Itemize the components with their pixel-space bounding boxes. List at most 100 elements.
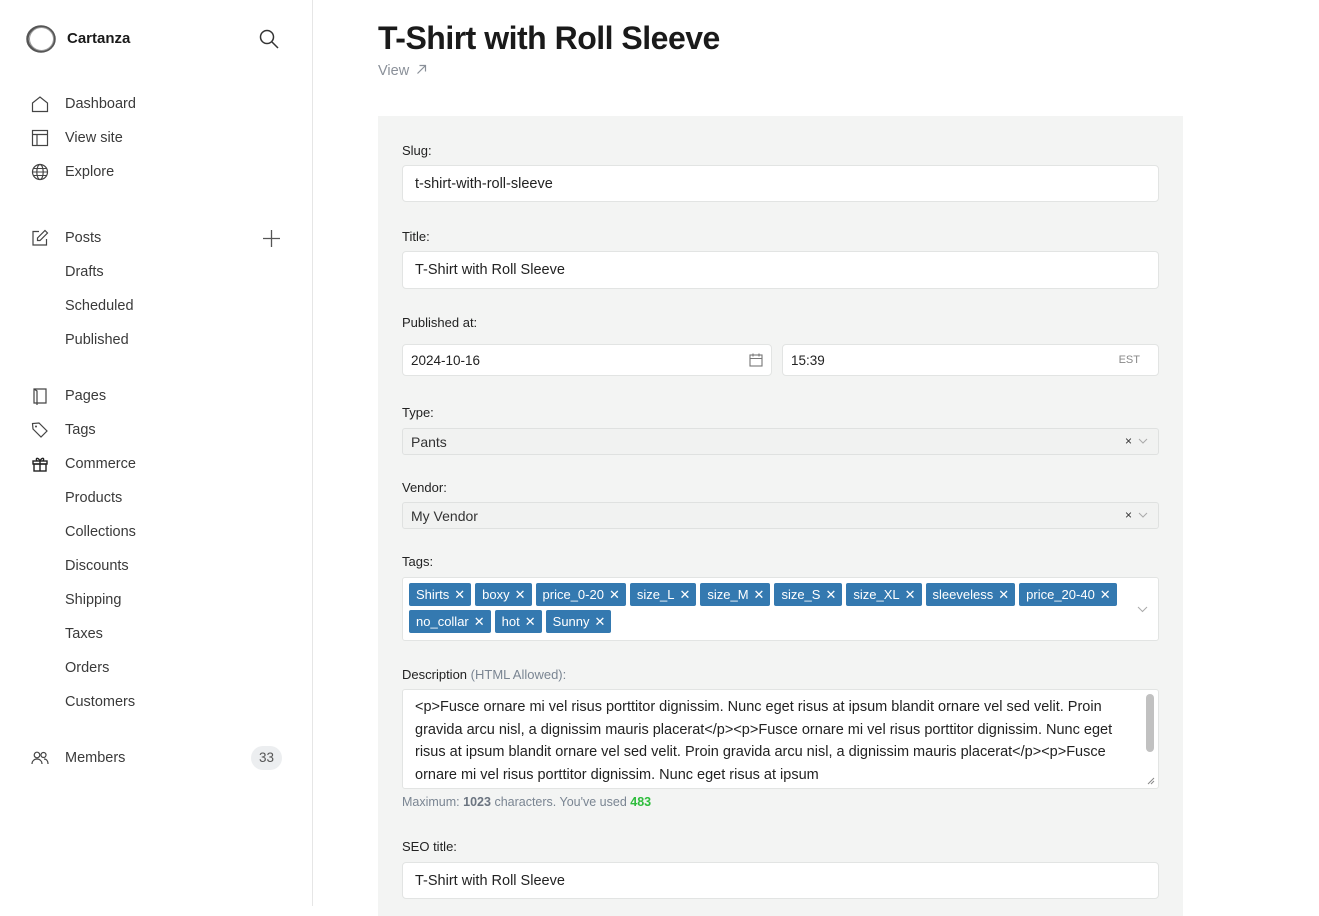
vendor-select[interactable]: My Vendor ×	[402, 502, 1159, 529]
sidebar-item-label: Explore	[65, 164, 115, 180]
tags-multiselect[interactable]: Shirts ✕ boxy ✕ price_0-20 ✕ size_L ✕ size_M ✕ siz…	[402, 577, 1159, 641]
sidebar-item-label: Collections	[65, 524, 136, 540]
tag-chip[interactable]: boxy ✕	[475, 583, 532, 606]
tag-label: size_M	[707, 587, 749, 602]
tag-label: price_0-20	[542, 587, 604, 602]
sidebar-item-dashboard[interactable]: Dashboard	[0, 89, 313, 119]
sidebar-item-posts[interactable]: Posts	[0, 223, 313, 253]
type-label: Type:	[402, 405, 434, 420]
seo-title-label: SEO title:	[402, 839, 457, 854]
remove-tag-icon[interactable]: ✕	[998, 587, 1010, 602]
clear-type-icon[interactable]: ×	[1124, 434, 1132, 448]
description-value: <p>Fusce ornare mi vel risus porttitor d…	[415, 699, 1113, 783]
sidebar-item-drafts[interactable]: Drafts	[0, 257, 313, 287]
sidebar-item-label: Discounts	[65, 558, 129, 574]
sidebar-item-orders[interactable]: Orders	[0, 653, 313, 683]
remove-tag-icon[interactable]: ✕	[473, 614, 485, 629]
tag-chip[interactable]: sleeveless ✕	[925, 583, 1016, 606]
sidebar-item-label: Members	[65, 750, 126, 766]
sidebar-item-label: Taxes	[65, 626, 103, 642]
brand-name: Cartanza	[67, 30, 131, 47]
description-label: Description (HTML Allowed):	[402, 667, 566, 682]
sidebar-item-collections[interactable]: Collections	[0, 517, 313, 547]
clear-vendor-icon[interactable]: ×	[1124, 508, 1132, 522]
used-text: characters. You've used	[494, 795, 627, 809]
scrollbar-thumb[interactable]	[1146, 694, 1154, 752]
sidebar-item-members[interactable]: Members 33	[0, 743, 313, 773]
title-input[interactable]: T-Shirt with Roll Sleeve	[402, 251, 1159, 289]
sidebar-item-label: View site	[65, 130, 123, 146]
tag-label: no_collar	[416, 614, 469, 629]
tag-chip[interactable]: size_S ✕	[774, 583, 843, 606]
max-prefix: Maximum:	[402, 795, 460, 809]
tag-chip[interactable]: size_L ✕	[629, 583, 697, 606]
remove-tag-icon[interactable]: ✕	[904, 587, 916, 602]
remove-tag-icon[interactable]: ✕	[524, 614, 536, 629]
remove-tag-icon[interactable]: ✕	[1099, 587, 1111, 602]
tag-chip[interactable]: price_0-20 ✕	[535, 583, 626, 606]
remove-tag-icon[interactable]: ✕	[514, 587, 526, 602]
type-select[interactable]: Pants ×	[402, 428, 1159, 455]
search-icon[interactable]	[258, 28, 280, 50]
tag-chip[interactable]: hot ✕	[494, 610, 542, 633]
view-link[interactable]: View	[378, 63, 427, 79]
sidebar-item-taxes[interactable]: Taxes	[0, 619, 313, 649]
tag-chip[interactable]: price_20-40 ✕	[1019, 583, 1117, 606]
calendar-icon[interactable]	[749, 353, 763, 367]
tag-chip[interactable]: Shirts ✕	[409, 583, 472, 606]
sidebar-item-label: Pages	[65, 388, 107, 404]
description-textarea[interactable]: <p>Fusce ornare mi vel risus porttitor d…	[402, 689, 1159, 789]
sidebar-item-label: Customers	[65, 694, 136, 710]
add-post-icon[interactable]	[262, 229, 281, 248]
book-icon	[33, 388, 47, 405]
members-count-badge: 33	[251, 746, 282, 770]
sidebar-item-tags[interactable]: Tags	[0, 415, 313, 445]
sidebar-item-view-site[interactable]: View site	[0, 123, 313, 153]
remove-tag-icon[interactable]: ✕	[825, 587, 837, 602]
sidebar-item-products[interactable]: Products	[0, 483, 313, 513]
sidebar-item-customers[interactable]: Customers	[0, 687, 313, 717]
tag-label: Shirts	[416, 587, 450, 602]
sidebar-item-published[interactable]: Published	[0, 325, 313, 355]
chevron-down-icon[interactable]	[1137, 605, 1148, 613]
chevron-down-icon[interactable]	[1138, 511, 1148, 519]
view-link-label: View	[378, 63, 410, 79]
published-at-label: Published at:	[402, 315, 478, 330]
gift-icon	[32, 457, 48, 472]
sidebar-item-commerce[interactable]: Commerce	[0, 449, 313, 479]
sidebar-item-label: Posts	[65, 230, 102, 246]
tag-label: size_S	[781, 587, 821, 602]
slug-input[interactable]: t-shirt-with-roll-sleeve	[402, 165, 1159, 202]
remove-tag-icon[interactable]: ✕	[753, 587, 765, 602]
edit-icon	[32, 229, 49, 246]
tag-chip[interactable]: size_M ✕	[700, 583, 771, 606]
sidebar-item-scheduled[interactable]: Scheduled	[0, 291, 313, 321]
resize-handle-icon[interactable]	[1146, 776, 1155, 785]
remove-tag-icon[interactable]: ✕	[454, 587, 466, 602]
remove-tag-icon[interactable]: ✕	[679, 587, 691, 602]
vendor-label: Vendor:	[402, 480, 447, 495]
sidebar-item-pages[interactable]: Pages	[0, 381, 313, 411]
chevron-down-icon[interactable]	[1138, 437, 1148, 445]
tag-chip[interactable]: no_collar ✕	[409, 610, 491, 633]
remove-tag-icon[interactable]: ✕	[594, 614, 606, 629]
description-hint: (HTML Allowed):	[470, 667, 567, 682]
seo-title-input[interactable]: T-Shirt with Roll Sleeve	[402, 862, 1159, 899]
published-date-input[interactable]: 2024-10-16	[402, 344, 772, 376]
remove-tag-icon[interactable]: ✕	[608, 587, 620, 602]
type-selected-value: Pants	[411, 433, 447, 450]
published-time-input[interactable]: 15:39 EST	[782, 344, 1159, 376]
tag-label: sleeveless	[932, 587, 994, 602]
sidebar-item-explore[interactable]: Explore	[0, 157, 313, 187]
tag-chip[interactable]: Sunny ✕	[545, 610, 612, 633]
tag-label: size_XL	[853, 587, 900, 602]
sidebar-item-shipping[interactable]: Shipping	[0, 585, 313, 615]
sidebar-item-discounts[interactable]: Discounts	[0, 551, 313, 581]
sidebar-item-label: Products	[65, 490, 123, 506]
tag-label: Sunny	[552, 614, 590, 629]
cartanza-logo-icon	[26, 25, 56, 53]
slug-label: Slug:	[402, 143, 432, 158]
tag-chip[interactable]: size_XL ✕	[846, 583, 922, 606]
description-char-counter: Maximum: 1023 characters. You've used 48…	[402, 795, 651, 809]
sidebar-item-label: Scheduled	[65, 298, 134, 314]
